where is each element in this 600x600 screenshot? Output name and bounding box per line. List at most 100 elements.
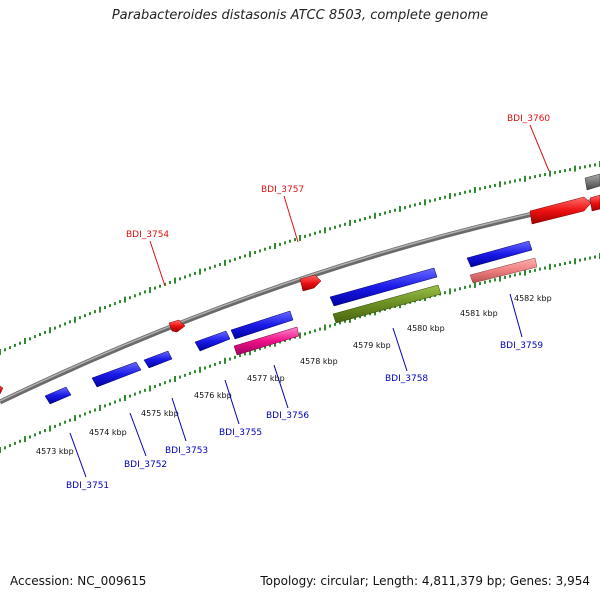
gene-label-bdi-3754[interactable]: BDI_3754 [126,230,169,240]
major-tick [374,212,376,219]
minor-tick [454,193,456,197]
gene-arrow-bdi-3757[interactable] [299,274,322,292]
gene-arrow-partial-right[interactable] [589,194,600,212]
minor-tick [339,321,341,325]
minor-tick [89,312,91,316]
major-tick [574,165,576,172]
gene-label-bdi-3751[interactable]: BDI_3751 [66,481,109,491]
minor-tick [204,268,206,272]
minor-tick [469,189,471,193]
minor-tick [319,327,321,331]
major-tick [499,181,501,188]
gene-label-bdi-3755[interactable]: BDI_3755 [219,428,262,438]
gene-label-bdi-3757[interactable]: BDI_3757 [261,185,304,195]
minor-tick [479,282,481,286]
minor-tick [84,314,86,318]
minor-tick [359,218,361,222]
minor-tick [14,441,16,445]
gene-arrow-bdi-3752[interactable] [91,361,142,388]
minor-tick [59,324,61,328]
forward-strand-genes [0,173,600,395]
major-tick [274,243,276,249]
minor-tick [519,178,521,182]
gene-arrow-bdi-3751[interactable] [44,386,72,405]
minor-tick [504,275,506,279]
minor-tick [309,330,311,334]
gene-arrow-bdi-3756[interactable] [233,326,300,356]
minor-tick [519,272,521,276]
tick-label: 4576 kbp [194,391,232,400]
minor-tick [209,364,211,368]
minor-tick [329,227,331,231]
minor-tick [544,173,546,177]
tick-label: 4574 kbp [89,428,127,437]
minor-tick [34,433,36,437]
minor-tick [189,273,191,277]
minor-tick [594,255,596,259]
minor-tick [264,247,266,251]
tick-label: 4573 kbp [36,447,74,456]
gene-label-bdi-3760[interactable]: BDI_3760 [507,114,550,124]
minor-tick [19,341,21,345]
minor-tick [514,179,516,183]
minor-tick [494,183,496,187]
minor-tick [364,313,366,317]
minor-tick [109,402,111,406]
gene-arrow-bdi-3760[interactable] [529,196,592,225]
minor-tick [29,435,31,439]
gene-arrow-bdi-3755[interactable] [194,330,231,352]
minor-tick [214,362,216,366]
minor-tick [504,181,506,185]
gene-label-bdi-3759[interactable]: BDI_3759 [500,341,543,351]
major-tick [349,316,351,323]
gene-label-bdi-3753[interactable]: BDI_3753 [165,446,208,456]
major-tick [574,258,576,265]
major-tick [349,219,351,226]
gene-arrow-bdi-3755b[interactable] [230,310,294,340]
accession-text: Accession: NC_009615 [10,574,147,588]
gene-arrow-partial-left[interactable] [0,385,4,395]
gene-arrow-bdi-3754[interactable] [168,319,186,333]
minor-tick [414,203,416,207]
minor-tick [169,379,171,383]
tick-label: 4579 kbp [353,341,391,350]
gene-label-bdi-3758[interactable]: BDI_3758 [385,374,428,384]
major-tick [224,259,226,266]
minor-tick [54,326,56,330]
minor-tick [334,225,336,229]
gene-label-bdi-3756[interactable]: BDI_3756 [266,411,309,421]
minor-tick [509,274,511,278]
minor-tick [444,291,446,295]
minor-tick [289,239,291,243]
gene-arrow-bdi-3759[interactable] [466,240,533,268]
minor-tick [529,176,531,180]
gene-arrow-bdi-3759b[interactable] [469,257,538,284]
gene-arrow-gray[interactable] [584,173,600,191]
minor-tick [314,231,316,235]
minor-tick [219,361,221,365]
minor-tick [534,268,536,272]
minor-tick [39,333,41,336]
minor-tick [179,277,181,281]
minor-tick [379,212,381,216]
gene-arrow-bdi-3753[interactable] [143,350,173,369]
minor-tick [84,412,86,416]
minor-tick [334,322,336,326]
minor-tick [489,279,491,283]
minor-tick [319,230,321,234]
forward-gene-labels: BDI_3754 BDI_3757 BDI_3760 [126,114,550,287]
major-tick [299,332,301,339]
minor-tick [419,202,421,206]
minor-tick [69,418,71,422]
minor-tick [434,198,436,202]
minor-tick [94,310,96,314]
gene-label-bdi-3752[interactable]: BDI_3752 [124,460,167,470]
minor-tick [469,284,471,288]
major-tick [49,425,51,432]
minor-tick [554,264,556,268]
minor-tick [234,355,236,359]
minor-tick [164,381,166,385]
gene-arrow-bdi-3758[interactable] [329,267,438,307]
gene-arrow-bdi-3758b[interactable] [332,284,442,324]
minor-tick [509,180,511,184]
